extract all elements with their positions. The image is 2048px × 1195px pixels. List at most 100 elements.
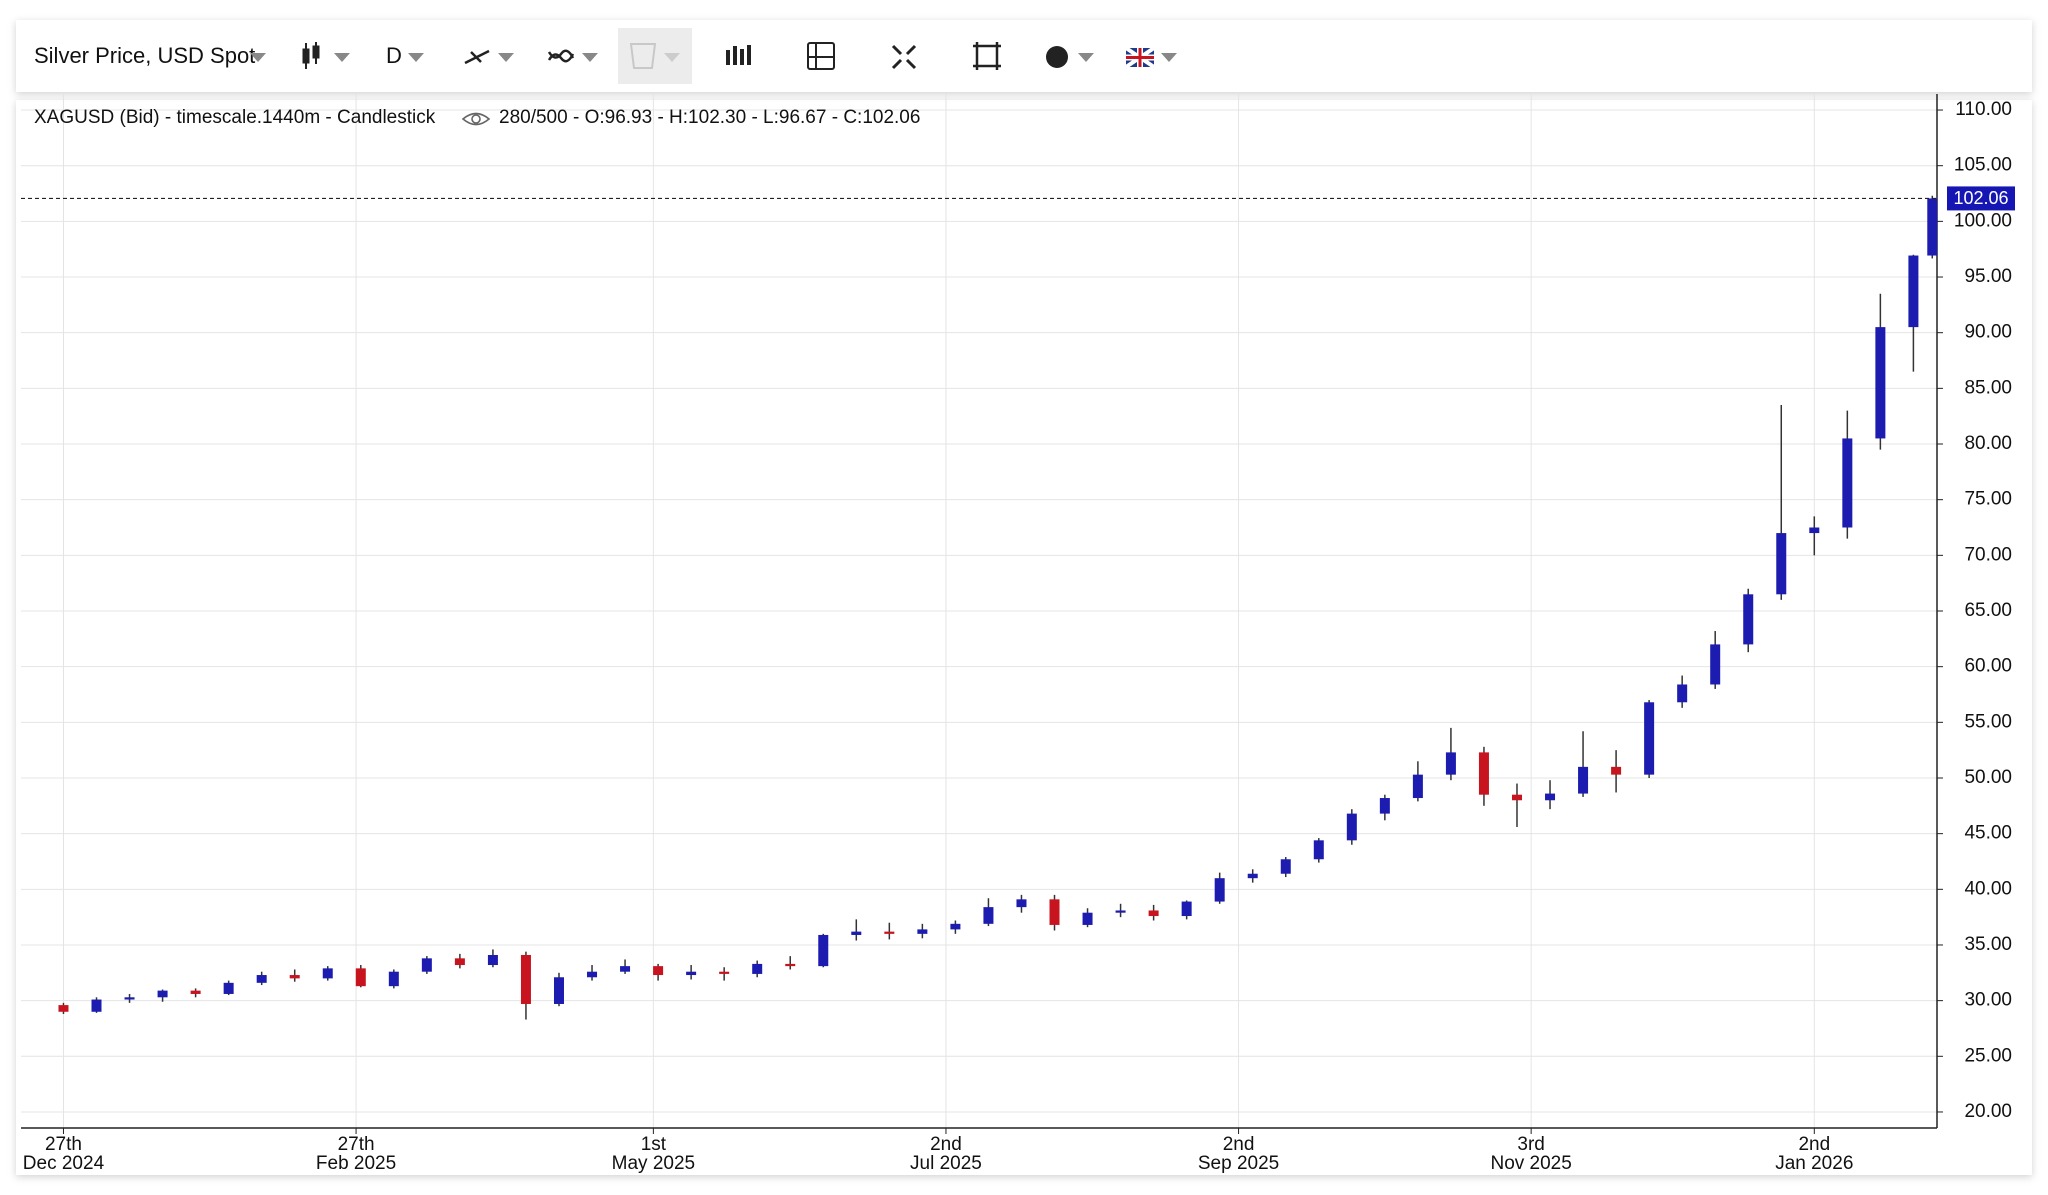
candle-body <box>124 997 135 1000</box>
candle-body <box>1545 793 1556 801</box>
dropdown-arrow[interactable] <box>582 53 598 62</box>
candle-body <box>388 971 399 987</box>
candle-body <box>157 990 168 998</box>
chart-panel <box>16 100 2032 1175</box>
candle-body <box>91 999 102 1012</box>
y-tick-label: 75.00 <box>1964 489 2012 510</box>
dropdown-arrow[interactable] <box>334 53 350 62</box>
candle-body <box>983 907 994 924</box>
chart-ohlc: 280/500 - O:96.93 - H:102.30 - L:96.67 -… <box>499 107 920 128</box>
instrument-select[interactable]: Silver Price, USD Spot <box>34 43 255 68</box>
y-tick-label: 60.00 <box>1964 656 2012 677</box>
candle-body <box>553 977 564 1004</box>
candle-body <box>454 958 465 966</box>
candle-body <box>1644 702 1655 775</box>
trash-icon <box>629 43 657 69</box>
candle-body <box>1445 752 1456 775</box>
chart-info: XAGUSD (Bid) - timescale.1440m - Candles… <box>34 107 436 128</box>
candle-body <box>653 966 664 976</box>
fit-button[interactable] <box>973 42 1001 70</box>
dropdown-arrow[interactable] <box>1078 53 1094 62</box>
candle-body <box>1511 794 1522 801</box>
candle-body <box>917 929 928 934</box>
candle-body <box>58 1005 69 1012</box>
y-tick-label: 70.00 <box>1964 544 2012 565</box>
dropdown-arrow <box>664 53 680 62</box>
disabled-button <box>618 28 692 84</box>
dropdown-arrow[interactable] <box>408 53 424 62</box>
x-tick-label: 27th <box>45 1134 82 1155</box>
candle-body <box>1578 766 1589 794</box>
candle-body <box>1743 594 1754 645</box>
last-price-label: 102.06 <box>1953 188 2008 208</box>
candle-body <box>1611 766 1622 775</box>
candle-body <box>520 954 531 1004</box>
candle-body <box>289 975 300 979</box>
visibility-icon[interactable] <box>461 112 491 126</box>
dropdown-arrow[interactable] <box>498 53 514 62</box>
theme-button[interactable] <box>1046 46 1068 68</box>
draw-tool-button[interactable] <box>464 49 490 65</box>
y-tick-label: 30.00 <box>1964 990 2012 1011</box>
toolbar-items[interactable]: Silver Price, USD Spot D <box>34 28 1177 84</box>
chart-type-button[interactable] <box>302 42 320 69</box>
y-tick-label: 25.00 <box>1964 1045 2012 1066</box>
x-tick-label: Sep 2025 <box>1198 1153 1279 1174</box>
volume-button[interactable] <box>726 45 751 65</box>
candle-body <box>752 963 763 974</box>
candle-body <box>1809 527 1820 534</box>
crosshair-button[interactable] <box>807 42 835 70</box>
x-tick-label: 3rd <box>1517 1134 1544 1155</box>
candle-body <box>1148 910 1159 917</box>
candle-body <box>1280 859 1291 874</box>
candle-body <box>1875 327 1886 439</box>
dropdown-arrow[interactable] <box>1161 53 1177 62</box>
x-tick-label: Dec 2024 <box>23 1153 105 1174</box>
candle-body <box>487 954 498 966</box>
candle-body <box>256 975 267 983</box>
candle-body <box>1247 873 1258 879</box>
candle-body <box>620 966 631 972</box>
candle-body <box>1379 798 1390 814</box>
candle-body <box>1016 899 1027 908</box>
candle-body <box>1082 912 1093 925</box>
y-tick-label: 110.00 <box>1955 99 2012 120</box>
x-tick-label: Jul 2025 <box>910 1153 982 1174</box>
y-tick-label: 45.00 <box>1964 823 2012 844</box>
y-tick-label: 90.00 <box>1964 322 2012 343</box>
candle-body <box>1115 910 1126 913</box>
candle-body <box>223 982 234 994</box>
y-tick-label: 40.00 <box>1964 878 2012 899</box>
y-tick-label: 85.00 <box>1964 377 2012 398</box>
y-tick-label: 20.00 <box>1964 1101 2012 1122</box>
fullscreen-button[interactable] <box>891 44 917 70</box>
y-tick-label: 35.00 <box>1964 934 2012 955</box>
candle-body <box>884 931 895 934</box>
candle-body <box>1927 198 1938 256</box>
candle-body <box>719 971 730 974</box>
x-tick-label: Jan 2026 <box>1775 1153 1853 1174</box>
interval-select[interactable]: D <box>386 43 402 68</box>
candle-body <box>1313 840 1324 860</box>
candle-body <box>1677 684 1688 703</box>
candle-body <box>1710 644 1721 685</box>
candle-body <box>851 931 862 935</box>
indicator-button[interactable] <box>547 49 575 63</box>
candle-body <box>355 968 366 987</box>
dropdown-arrow[interactable] <box>250 53 266 62</box>
candle-body <box>587 971 598 978</box>
y-tick-label: 65.00 <box>1964 600 2012 621</box>
candle-body <box>1478 752 1489 795</box>
plot-area: 20.00 25.00 30.00 35.00 40.00 45.00 50.00 55.00… <box>21 94 2015 1174</box>
candle-body <box>1181 901 1192 917</box>
x-tick-label: Feb 2025 <box>316 1153 396 1174</box>
candle-body <box>818 934 829 967</box>
x-tick-label: 2nd <box>1798 1134 1830 1155</box>
x-tick-label: 2nd <box>930 1134 962 1155</box>
language-button[interactable] <box>1124 46 1156 69</box>
candle-body <box>421 958 432 972</box>
y-tick-label: 50.00 <box>1964 767 2012 788</box>
y-tick-label: 105.00 <box>1954 155 2012 176</box>
x-tick-label: Nov 2025 <box>1490 1153 1571 1174</box>
